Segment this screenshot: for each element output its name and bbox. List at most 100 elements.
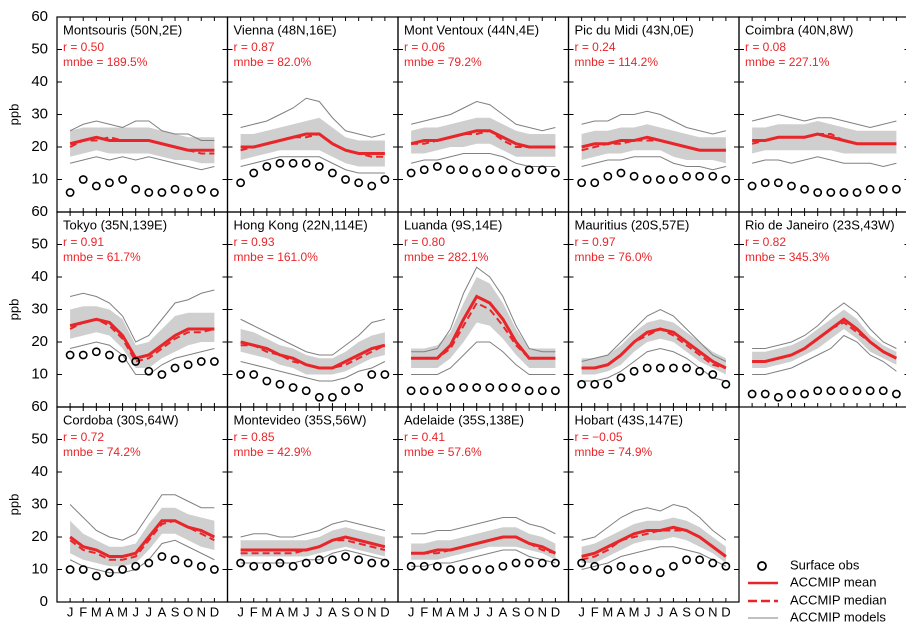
obs-point <box>380 558 390 568</box>
mean-line <box>69 135 215 152</box>
mean-line <box>411 294 556 360</box>
x-tick-label: M <box>288 604 299 619</box>
obs-point <box>524 558 534 568</box>
panel-title: Luanda (9S,14E) <box>404 217 502 232</box>
y-tick-label: 50 <box>31 430 48 447</box>
obs-point <box>419 386 429 396</box>
mean-line <box>581 327 727 370</box>
x-tick-label: S <box>171 604 180 619</box>
x-tick-label: F <box>79 604 87 619</box>
x-tick-label: O <box>524 604 534 619</box>
obs-point <box>577 178 587 188</box>
obs-point <box>432 386 442 396</box>
obs-point <box>655 568 665 578</box>
x-tick-label: J <box>146 604 153 619</box>
obs-point <box>459 383 468 392</box>
obs-point <box>183 188 193 197</box>
y-tick-label: 50 <box>31 235 48 252</box>
panel-stat: mnbe = 345.3% <box>745 250 830 264</box>
model-line <box>240 520 386 538</box>
obs-point <box>380 175 390 184</box>
obs-point <box>131 184 141 194</box>
median-line <box>581 529 727 561</box>
obs-point <box>655 175 665 184</box>
obs-point <box>183 558 193 568</box>
obs-point <box>301 386 311 396</box>
y-tick-label: 0 <box>40 593 48 610</box>
x-tick-label: J <box>67 604 74 619</box>
panel-stat: r = 0.50 <box>63 40 104 54</box>
y-tick-label: 20 <box>31 333 48 350</box>
obs-point <box>472 383 482 392</box>
obs-point <box>432 561 442 571</box>
x-tick-label: M <box>261 604 272 619</box>
obs-point <box>682 363 691 373</box>
y-tick-label: 60 <box>31 398 48 415</box>
x-tick-label: J <box>408 604 415 619</box>
y-tick-label: 30 <box>31 495 48 512</box>
obs-point <box>78 350 88 360</box>
panel-title: Mont Ventoux (44N,4E) <box>404 22 539 37</box>
panel-stat: mnbe = 79.2% <box>404 55 482 69</box>
legend-label: ACCMIP median <box>790 592 887 607</box>
model-line <box>240 97 386 138</box>
obs-point <box>170 555 180 565</box>
model-line <box>240 361 386 382</box>
x-tick-label: M <box>117 604 128 619</box>
obs-point <box>314 162 324 171</box>
model-line <box>69 341 215 375</box>
obs-point <box>118 565 127 574</box>
model-line <box>581 503 727 541</box>
obs-point <box>406 561 416 571</box>
obs-point <box>537 558 547 568</box>
obs-point <box>629 171 639 181</box>
panel-stat: mnbe = 282.1% <box>404 250 489 264</box>
x-tick-label: A <box>669 604 678 619</box>
x-tick-label: J <box>316 604 323 619</box>
obs-point <box>669 363 678 373</box>
obs-point <box>432 162 442 171</box>
obs-point <box>301 158 311 168</box>
obs-point <box>406 168 416 178</box>
obs-point <box>603 565 613 574</box>
obs-point <box>288 561 298 571</box>
panel-title: Hobart (43S,147E) <box>575 412 683 427</box>
obs-point <box>616 561 626 571</box>
legend-label: ACCMIP mean <box>790 574 876 589</box>
panel-stat: r = 0.06 <box>404 40 445 54</box>
obs-point <box>590 178 600 188</box>
legend-entry: ACCMIP median <box>748 592 887 607</box>
obs-point <box>891 184 901 194</box>
obs-point <box>800 389 809 399</box>
x-tick-label: M <box>432 604 443 619</box>
panel-title: Rio de Janeiro (23S,43W) <box>745 217 895 232</box>
x-tick-label: N <box>197 604 206 619</box>
obs-point <box>498 561 508 571</box>
obs-point <box>865 184 875 194</box>
panel-stat: mnbe = 74.2% <box>63 445 141 459</box>
obs-point <box>118 353 127 363</box>
y-axis-label: ppb <box>6 104 21 126</box>
y-tick-label: 50 <box>31 40 48 57</box>
x-tick-label: F <box>420 604 428 619</box>
obs-point <box>839 386 849 396</box>
panel-title: Montsouris (50N,2E) <box>63 22 182 37</box>
obs-point <box>485 383 495 392</box>
panel-stat: mnbe = 82.0% <box>234 55 312 69</box>
legend-entry: ACCMIP models <box>748 609 886 623</box>
obs-point <box>157 552 167 561</box>
obs-point <box>590 561 600 571</box>
panel-title: Tokyo (35N,139E) <box>63 217 167 232</box>
x-tick-label: S <box>341 604 350 619</box>
obs-point <box>446 565 455 574</box>
obs-point <box>498 383 508 392</box>
obs-point <box>708 558 718 568</box>
obs-point <box>511 558 521 568</box>
model-line <box>69 494 215 541</box>
obs-point <box>236 370 246 379</box>
obs-point <box>721 561 731 571</box>
obs-point <box>760 178 770 188</box>
legend-label: ACCMIP models <box>790 609 886 623</box>
panel-stat: mnbe = 227.1% <box>745 55 830 69</box>
obs-point <box>642 565 652 574</box>
